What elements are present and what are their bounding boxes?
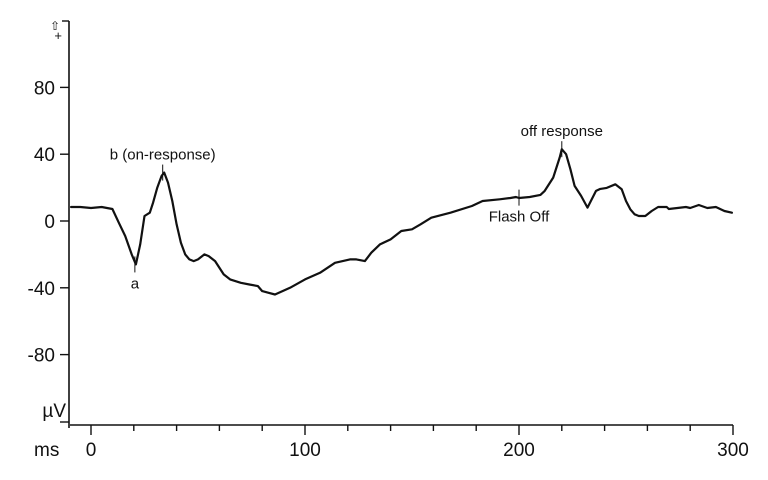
- erg-trace-line: [70, 148, 733, 296]
- y-tick-label: -40: [28, 279, 55, 300]
- annotation-markers: [134, 141, 563, 273]
- y-unit-label: µV: [42, 401, 66, 422]
- y-tick-label: 0: [44, 212, 55, 233]
- label-flash-off: Flash Off: [489, 209, 550, 226]
- x-tick-label: 0: [86, 440, 97, 461]
- y-ticks: -80 -40 0 40 80: [28, 78, 69, 367]
- axes: -80 -40 0 40 80 0 100 200 300 + ⇧ µV ms: [28, 19, 749, 461]
- top-marker: +: [54, 28, 62, 43]
- x-unit-label: ms: [34, 440, 59, 461]
- x-tick-label: 200: [503, 440, 535, 461]
- y-tick-label: -80: [28, 346, 55, 367]
- label-off-response: off response: [521, 123, 603, 140]
- y-tick-label: 40: [34, 145, 55, 166]
- top-arrow-icon: ⇧: [50, 19, 60, 33]
- y-tick-label: 80: [34, 78, 55, 99]
- x-ticks: 0 100 200 300: [86, 425, 749, 461]
- plot-area: [70, 141, 733, 296]
- annotations: a b (on-response) Flash Off off response: [110, 123, 603, 292]
- x-tick-label: 100: [289, 440, 321, 461]
- label-a-wave: a: [131, 275, 140, 292]
- label-b-on-response: b (on-response): [110, 147, 216, 164]
- x-tick-label: 300: [717, 440, 749, 461]
